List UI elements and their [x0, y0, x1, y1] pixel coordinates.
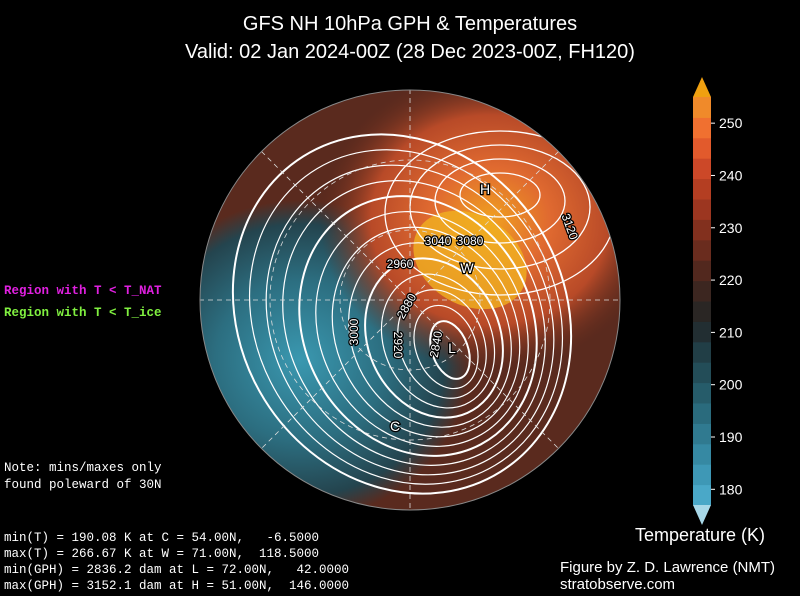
colorbar-band: [693, 423, 711, 445]
gph-contour: [380, 273, 496, 409]
colorbar-band: [693, 443, 711, 465]
gph-contour: [364, 257, 504, 419]
gph-contour: [413, 304, 479, 390]
stat-line: max(GPH) = 3152.1 dam at H = 51.00N, 146…: [4, 579, 349, 593]
colorbar-tick-label: 190: [719, 429, 743, 445]
gph-contour: [331, 226, 521, 438]
stat-line: min(GPH) = 2836.2 dam at L = 72.00N, 42.…: [4, 563, 349, 577]
colorbar-extend-low: [693, 505, 711, 525]
colorbar-band: [693, 301, 711, 322]
colorbar-band: [693, 362, 711, 384]
colorbar-label: Temperature (K): [635, 525, 765, 545]
contour-label: 3040: [425, 234, 452, 248]
contour-label: 3080: [457, 234, 484, 248]
colorbar-tick-label: 200: [719, 377, 743, 393]
gph-contour: [315, 211, 529, 447]
colorbar-band: [693, 178, 711, 200]
note-line: Note: mins/maxes only: [4, 461, 162, 475]
colorbar: 180 190 200 210 220 230 240 250: [693, 77, 743, 525]
colorbar-band: [693, 403, 711, 424]
colorbar-band: [693, 464, 711, 486]
colorbar-tick-label: 250: [719, 115, 743, 131]
colorbar-tick-label: 230: [719, 220, 743, 236]
contour-label: 2920: [391, 332, 405, 359]
gph-contour: [434, 158, 566, 244]
colorbar-tick-label: 220: [719, 272, 743, 288]
colorbar-tick-label: 210: [719, 324, 743, 340]
credit: stratobserve.com: [560, 576, 675, 593]
contours: [231, 130, 616, 495]
gph-contour: [298, 195, 538, 457]
contour-label: 2840: [427, 330, 445, 359]
stat-line: min(T) = 190.08 K at C = 54.00N, -6.5000: [4, 531, 319, 545]
legend-ice: Region with T < T_ice: [4, 306, 162, 320]
colorbar-band: [693, 239, 711, 261]
gph-contour: [265, 164, 555, 476]
colorbar-extend-high: [693, 77, 711, 97]
legend-nat: Region with T < T_NAT: [4, 284, 162, 298]
colorbar-band: [693, 484, 711, 506]
colorbar-band: [693, 137, 711, 159]
colorbar-band: [693, 199, 711, 220]
contour-label: 2960: [387, 257, 414, 271]
colorbar-tick-label: 180: [719, 481, 743, 497]
colorbar-band: [693, 97, 711, 118]
title: GFS NH 10hPa GPH & Temperatures: [243, 13, 577, 35]
note-line: found poleward of 30N: [4, 478, 162, 492]
gph-contour: [397, 289, 487, 399]
extremum-label: L: [448, 340, 456, 356]
graticule: [200, 90, 620, 510]
warm-core: [413, 210, 527, 310]
contour-label: 3000: [347, 318, 361, 345]
subtitle: Valid: 02 Jan 2024-00Z (28 Dec 2023-00Z,…: [185, 41, 635, 63]
colorbar-band: [693, 321, 711, 343]
gph-contour: [348, 242, 512, 428]
colorbar-band: [693, 219, 711, 241]
extremum-label: H: [480, 181, 490, 197]
gph-contour: [282, 180, 546, 466]
gph-contour: [248, 149, 564, 485]
colorbar-tick-label: 240: [719, 167, 743, 183]
colorbar-band: [693, 341, 711, 363]
extremum-label: W: [460, 260, 474, 276]
extremum-label: C: [390, 418, 400, 434]
colorbar-band: [693, 117, 711, 139]
gph-contour: [231, 133, 573, 495]
colorbar-band: [693, 382, 711, 404]
credit: Figure by Z. D. Lawrence (NMT): [560, 559, 775, 576]
stat-line: max(T) = 266.67 K at W = 71.00N, 118.500…: [4, 547, 319, 561]
map-border: [199, 89, 621, 511]
colorbar-band: [693, 260, 711, 282]
gph-contour: [429, 320, 471, 380]
gph-contour: [459, 172, 541, 218]
colorbar-band: [693, 280, 711, 302]
colorbar-band: [693, 158, 711, 180]
